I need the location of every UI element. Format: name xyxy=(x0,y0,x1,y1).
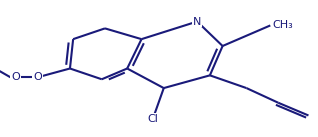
Text: N: N xyxy=(193,17,201,27)
Text: Cl: Cl xyxy=(147,114,158,124)
Text: O: O xyxy=(33,72,42,82)
Text: O: O xyxy=(11,72,20,82)
Text: CH₃: CH₃ xyxy=(272,20,293,30)
